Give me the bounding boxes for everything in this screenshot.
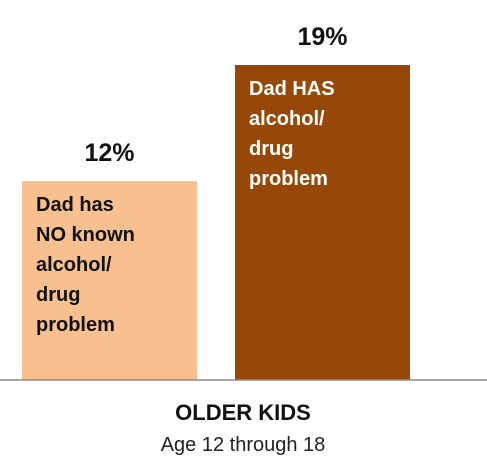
bars-layer: 12% Dad has NO known alcohol/drug problem 19%… xyxy=(22,23,410,380)
bar-category-label-line: alcohol/ xyxy=(249,108,325,130)
bar-category-label-line: problem xyxy=(249,168,328,190)
bar-category-label-line: problem xyxy=(36,314,115,336)
data-label: 12% xyxy=(84,139,134,167)
bar-category-label-line: drug xyxy=(249,138,293,160)
bar-category-label: Dad HAS alcohol/drug problem xyxy=(249,78,335,190)
bar-category-label-line: alcohol/ xyxy=(36,254,112,276)
bar-category-label: Dad has NO known alcohol/drug problem xyxy=(36,194,135,336)
group-sublabel: Age 12 through 18 xyxy=(161,434,326,456)
bar-category-label-line: Dad has xyxy=(36,194,114,216)
bar-category-label-line: Dad HAS xyxy=(249,78,335,100)
bar-no-known-problem xyxy=(22,181,197,380)
bar-category-label-line: drug xyxy=(36,284,80,306)
bar-category-label-line: NO known xyxy=(36,224,135,246)
data-label: 19% xyxy=(297,23,347,51)
bar-has-problem xyxy=(235,65,410,380)
group-label: OLDER KIDS xyxy=(175,400,311,425)
